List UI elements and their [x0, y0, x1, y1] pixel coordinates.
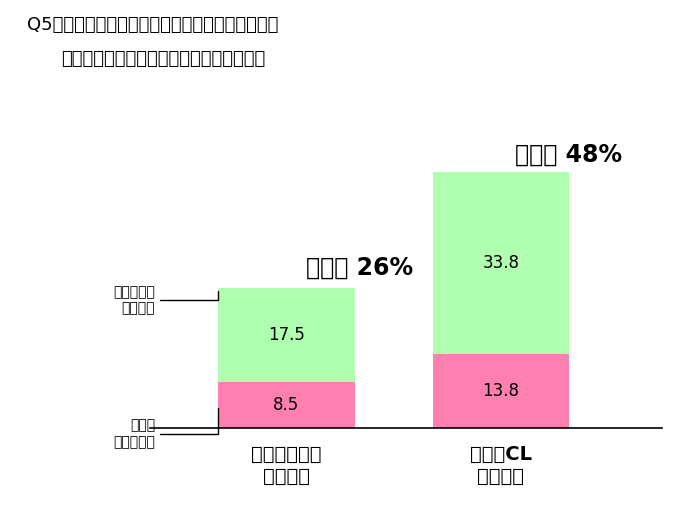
- Text: Q5『おしゃれカラコン』も『高度管理医療機器』: Q5『おしゃれカラコン』も『高度管理医療機器』: [27, 16, 279, 33]
- Text: 認知計 26%: 認知計 26%: [306, 256, 413, 280]
- Text: 13.8: 13.8: [482, 382, 519, 400]
- Bar: [218, 288, 355, 382]
- Text: 17.5: 17.5: [268, 326, 305, 344]
- Text: 詳しく
知っている: 詳しく 知っている: [113, 408, 218, 449]
- Bar: [218, 382, 355, 428]
- Text: 8.5: 8.5: [273, 396, 299, 414]
- Text: 聆いたこと
があった: 聆いたこと があった: [113, 285, 218, 315]
- Bar: [432, 172, 569, 354]
- Text: として薬事法の規制対象となったことを、: として薬事法の規制対象となったことを、: [61, 50, 265, 67]
- Bar: [432, 354, 569, 428]
- Text: 認知計 48%: 認知計 48%: [516, 143, 623, 167]
- Text: 33.8: 33.8: [482, 254, 519, 271]
